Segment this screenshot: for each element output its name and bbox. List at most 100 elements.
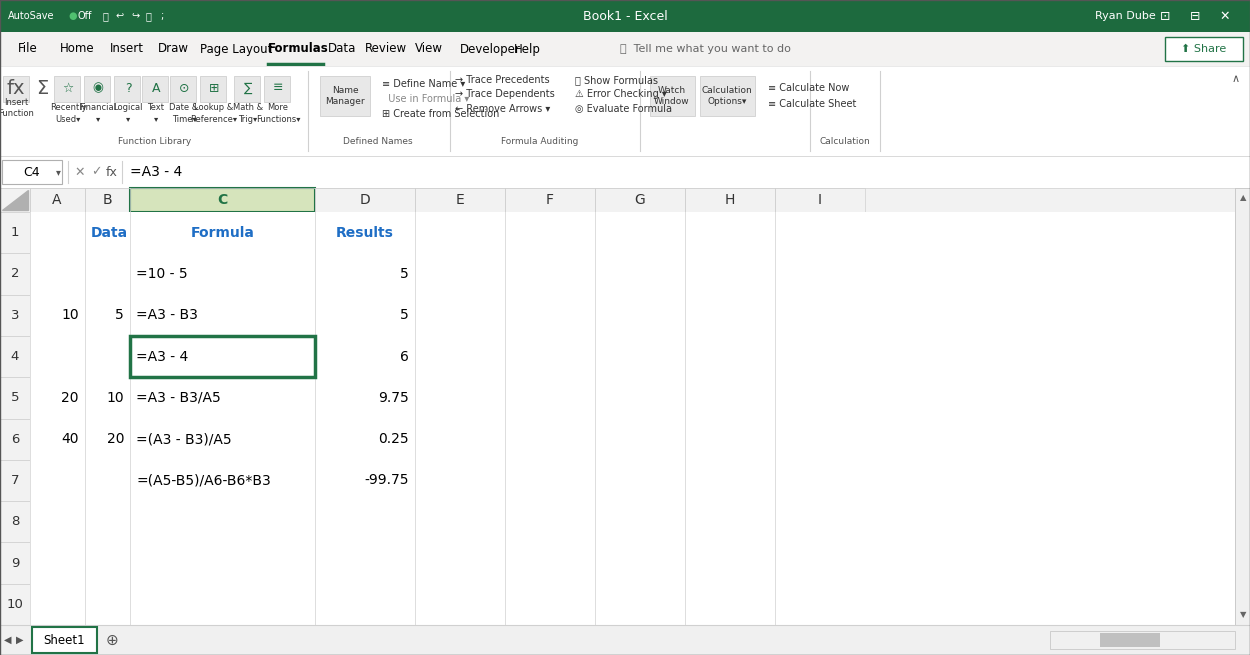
Text: Data: Data [328,43,356,56]
Text: Use in Formula ▾: Use in Formula ▾ [382,94,469,104]
Text: Date &: Date & [170,103,199,113]
Text: 7: 7 [11,474,19,487]
Text: =A3 - B3: =A3 - B3 [136,309,198,322]
Text: ;: ; [160,11,164,21]
Bar [130,212,315,625]
Text: 8: 8 [11,515,19,528]
Text: ⚠ Error Checking ▾: ⚠ Error Checking ▾ [575,89,666,99]
Bar [54,76,80,102]
Text: ●: ● [68,11,76,21]
Bar [234,76,260,102]
Text: File: File [18,43,38,56]
Text: 20: 20 [106,432,124,446]
Bar [130,584,315,625]
Text: C4: C4 [24,166,40,179]
Text: View: View [415,43,442,56]
Text: Text: Text [148,103,165,113]
Bar [30,253,1250,295]
Bar [0,419,30,460]
Bar [264,76,290,102]
Bar [0,188,1250,212]
Text: Used▾: Used▾ [55,115,81,124]
Bar [170,76,196,102]
Text: G: G [635,193,645,207]
Text: Draw: Draw [158,43,189,56]
Text: 9: 9 [11,557,19,570]
Text: 0.25: 0.25 [379,432,409,446]
Text: Calculation
Options▾: Calculation Options▾ [701,86,752,105]
Bar [0,0,1250,32]
Text: ↩: ↩ [116,11,124,21]
Text: ▾: ▾ [55,167,60,177]
Text: AutoSave: AutoSave [8,11,55,21]
Text: 10: 10 [6,598,24,611]
Text: ∧: ∧ [1232,74,1240,84]
Bar [0,377,30,419]
Bar [0,542,30,584]
Bar [142,76,168,102]
Text: Math &: Math & [232,103,262,113]
Bar [30,295,1250,336]
Text: Time▾: Time▾ [171,115,196,124]
Text: More: More [268,103,289,113]
Text: 40: 40 [61,432,79,446]
Text: ▾: ▾ [126,115,130,124]
Bar [1050,631,1235,649]
Bar [0,584,30,625]
Text: ⬛: ⬛ [145,11,151,21]
Text: Name
Manager: Name Manager [325,86,365,105]
Bar [130,542,315,584]
Text: → Trace Precedents: → Trace Precedents [455,75,550,85]
Text: =(A5-B5)/A6-B6*B3: =(A5-B5)/A6-B6*B3 [136,474,271,487]
Text: Function Library: Function Library [119,136,191,145]
Text: 6: 6 [11,433,19,445]
Bar [320,76,370,116]
Text: Data: Data [91,226,129,240]
Text: Formulas: Formulas [268,43,329,56]
Bar [0,66,1250,156]
Text: 1: 1 [11,226,19,239]
Text: ⊙: ⊙ [179,81,189,94]
Text: ≡ Calculate Sheet: ≡ Calculate Sheet [768,99,856,109]
Text: Book1 - Excel: Book1 - Excel [582,10,668,22]
Text: Reference▾: Reference▾ [190,115,238,124]
Text: Sheet1: Sheet1 [44,633,85,646]
Text: ⊕: ⊕ [105,633,119,648]
Bar [130,501,315,542]
Bar [0,295,30,336]
Bar [0,188,30,212]
Text: E: E [455,193,465,207]
Text: =A3 - 4: =A3 - 4 [130,165,182,179]
Text: ◎ Evaluate Formula: ◎ Evaluate Formula [575,104,672,114]
Text: Formula Auditing: Formula Auditing [501,136,579,145]
Text: ▾: ▾ [154,115,158,124]
Bar [595,188,685,212]
Text: 2: 2 [11,267,19,280]
Text: Off: Off [78,11,92,21]
Bar [30,377,1250,419]
Text: A: A [151,81,160,94]
Text: Functions▾: Functions▾ [256,115,300,124]
Polygon shape [2,190,27,210]
Text: ▾: ▾ [96,115,100,124]
Bar [1100,633,1160,647]
Text: Ryan Dube: Ryan Dube [1095,11,1156,21]
Text: ⬛: ⬛ [102,11,107,21]
Bar [0,32,1250,66]
Bar [130,460,315,501]
Bar [0,253,30,295]
Text: Lookup &: Lookup & [195,103,234,113]
Text: D: D [360,193,370,207]
Text: =(A3 - B3)/A5: =(A3 - B3)/A5 [136,432,231,446]
Text: Financial: Financial [80,103,116,113]
Text: I: I [818,193,822,207]
Text: → Trace Dependents: → Trace Dependents [455,89,555,99]
Text: Results: Results [336,226,394,240]
Bar [130,212,315,253]
Text: Calculation: Calculation [820,136,870,145]
Text: ≡ Calculate Now: ≡ Calculate Now [768,83,850,93]
Bar [30,542,1250,584]
Text: 4: 4 [11,350,19,363]
Text: Page Layout: Page Layout [200,43,272,56]
Bar [0,625,1250,655]
